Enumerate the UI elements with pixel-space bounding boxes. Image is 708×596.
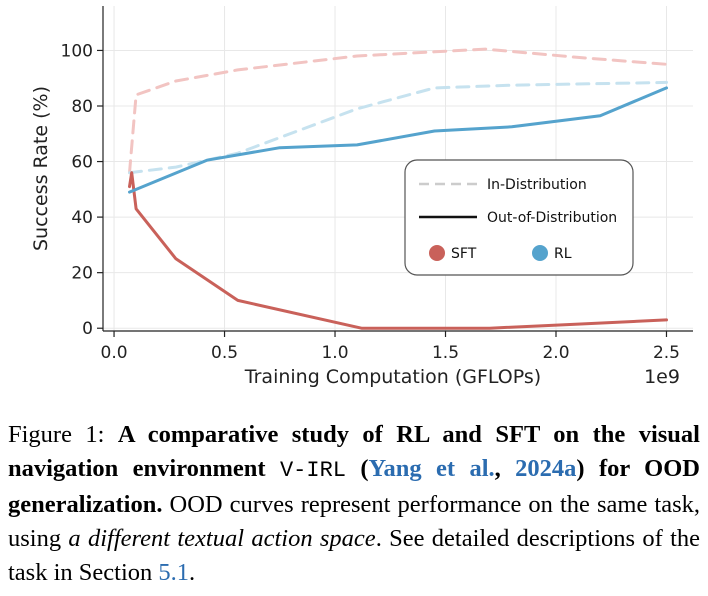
series-group [128, 47, 668, 330]
series-line-rl-in [128, 80, 668, 175]
y-tick-label: 0 [82, 319, 93, 339]
caption-paren-close: ) [576, 455, 585, 482]
x-tick-label: 0.0 [101, 343, 128, 363]
axes [97, 6, 693, 337]
series-line-rl-out [128, 86, 668, 194]
y-tick-label: 100 [61, 41, 93, 61]
legend-label-in-distribution: In-Distribution [487, 177, 587, 193]
x-axis-label: Training Computation (GFLOPs) [244, 366, 541, 388]
section-ref-link[interactable]: 5.1 [158, 559, 190, 586]
x-tick-label: 0.5 [211, 343, 238, 363]
caption-text-3: . [189, 559, 196, 586]
citation-author-link[interactable]: Yang et al. [368, 455, 495, 482]
y-tick-label: 80 [71, 97, 93, 117]
y-tick-label: 60 [71, 153, 93, 173]
citation-year-link[interactable]: 2024a [515, 455, 577, 482]
legend-label-sft: SFT [451, 246, 477, 262]
caption-paren-open: ( [346, 455, 369, 482]
caption-bold-ood: for OOD generalization. [8, 455, 700, 518]
x-axis-scale-label: 1e9 [644, 366, 680, 388]
legend-label-out-of-distribution: Out-of-Distribution [487, 210, 617, 226]
caption-label: Figure 1: [8, 421, 118, 448]
legend-rl-dot [532, 245, 548, 261]
caption-text-2: . See detailed descriptions of the task … [8, 525, 701, 586]
caption-env-name: V-IRL [279, 458, 346, 483]
caption-space [266, 455, 280, 482]
x-tick-label: 2.0 [542, 343, 569, 363]
caption-cite-separator: , [494, 455, 516, 482]
x-tick-label: 2.5 [653, 343, 680, 363]
legend: In-Distribution Out-of-Distribution SFT … [404, 159, 634, 276]
caption-italic: a different textual action space [68, 525, 376, 552]
x-tick-label: 1.0 [321, 343, 348, 363]
series-line-sft-in [128, 47, 668, 175]
figure-caption: Figure 1: A comparative study of RL and … [8, 418, 700, 590]
caption-bold-title: A comparative study of RL and SFT on the… [8, 421, 700, 482]
legend-label-rl: RL [554, 246, 572, 262]
x-tick-label: 1.5 [432, 343, 459, 363]
success-rate-chart: 0.0 0.5 1.0 1.5 2.0 2.5 0 20 40 60 80 100 Training … [30, 6, 693, 388]
y-axis-label: Success Rate (%) [30, 86, 52, 251]
tick-labels: 0.0 0.5 1.0 1.5 2.0 2.5 0 20 40 60 80 100 [61, 41, 680, 363]
y-tick-label: 40 [71, 208, 93, 228]
legend-box [404, 159, 634, 276]
legend-sft-dot [429, 245, 445, 261]
y-tick-label: 20 [71, 264, 93, 284]
caption-text-1: OOD curves represent performance on the … [8, 491, 700, 552]
